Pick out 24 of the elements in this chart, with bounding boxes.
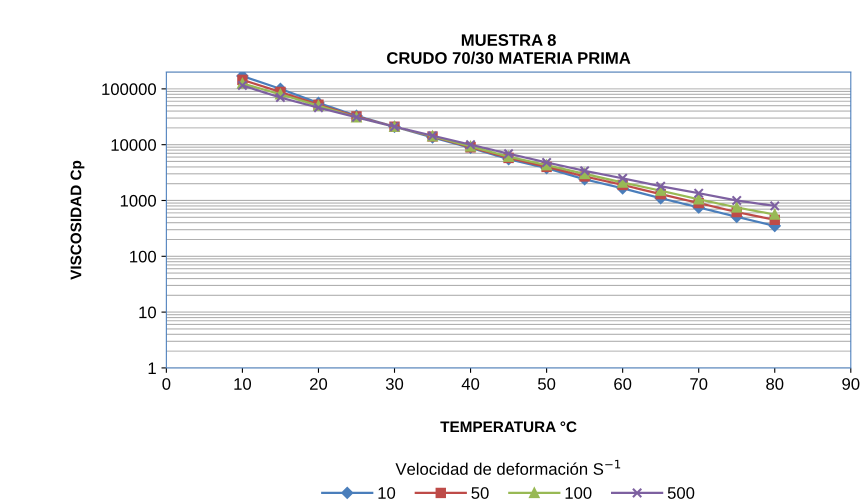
x-tick-label: 50 (538, 378, 556, 390)
legend-label: 50 (471, 487, 489, 499)
x-tick-label: 40 (462, 378, 480, 390)
chart-title: MUESTRA 8 CRUDO 70/30 MATERIA PRIMA (387, 34, 630, 64)
y-tick-label: 100000 (102, 83, 156, 96)
x-tick-label: 0 (162, 378, 170, 390)
x-axis-title: TEMPERATURA °C (440, 421, 577, 432)
y-axis-title: VISCOSIDAD Cp (70, 160, 84, 280)
x-tick-label: 80 (766, 378, 784, 390)
x-tick-label: 20 (310, 378, 328, 390)
x-tick-label: 10 (234, 378, 252, 390)
x-tick-label: 90 (842, 378, 860, 390)
legend-title: Velocidad de deformación S$^{−1}$ (395, 460, 620, 475)
legend-label: 10 (378, 487, 396, 499)
x-tick-label: 70 (690, 378, 708, 390)
y-tick-label: 100 (130, 250, 156, 263)
y-tick-label: 1 (148, 362, 156, 374)
legend-label: 500 (668, 487, 694, 499)
x-tick-label: 30 (386, 378, 404, 390)
x-tick-label: 60 (614, 378, 632, 390)
legend-label: 100 (566, 487, 592, 499)
y-tick-label: 1000 (120, 194, 156, 207)
y-tick-label: 10000 (112, 139, 156, 151)
y-tick-label: 10 (139, 306, 156, 318)
